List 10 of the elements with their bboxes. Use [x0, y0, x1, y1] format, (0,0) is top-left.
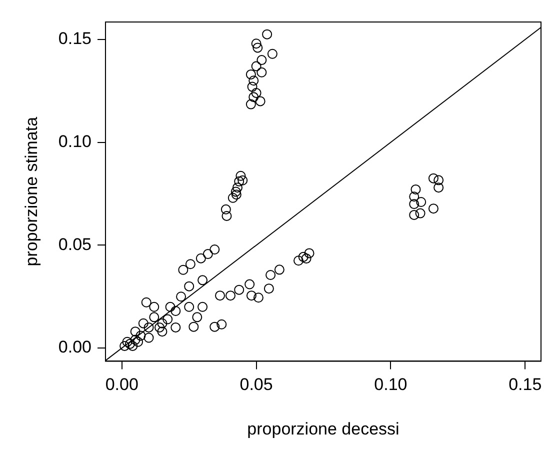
x-axis-title: proporzione decessi: [247, 419, 400, 438]
x-tick-label: 0.05: [240, 375, 273, 394]
y-tick-label: 0.00: [58, 338, 92, 357]
y-axis-title: proporzione stimata: [22, 116, 41, 266]
y-tick-label: 0.10: [58, 132, 92, 152]
y-tick-label: 0.15: [58, 29, 92, 48]
x-tick-label: 0.15: [508, 375, 542, 394]
y-tick-label: 0.05: [58, 234, 92, 254]
x-tick-label: 0.00: [105, 375, 138, 394]
x-tick-label: 0.10: [374, 375, 408, 394]
